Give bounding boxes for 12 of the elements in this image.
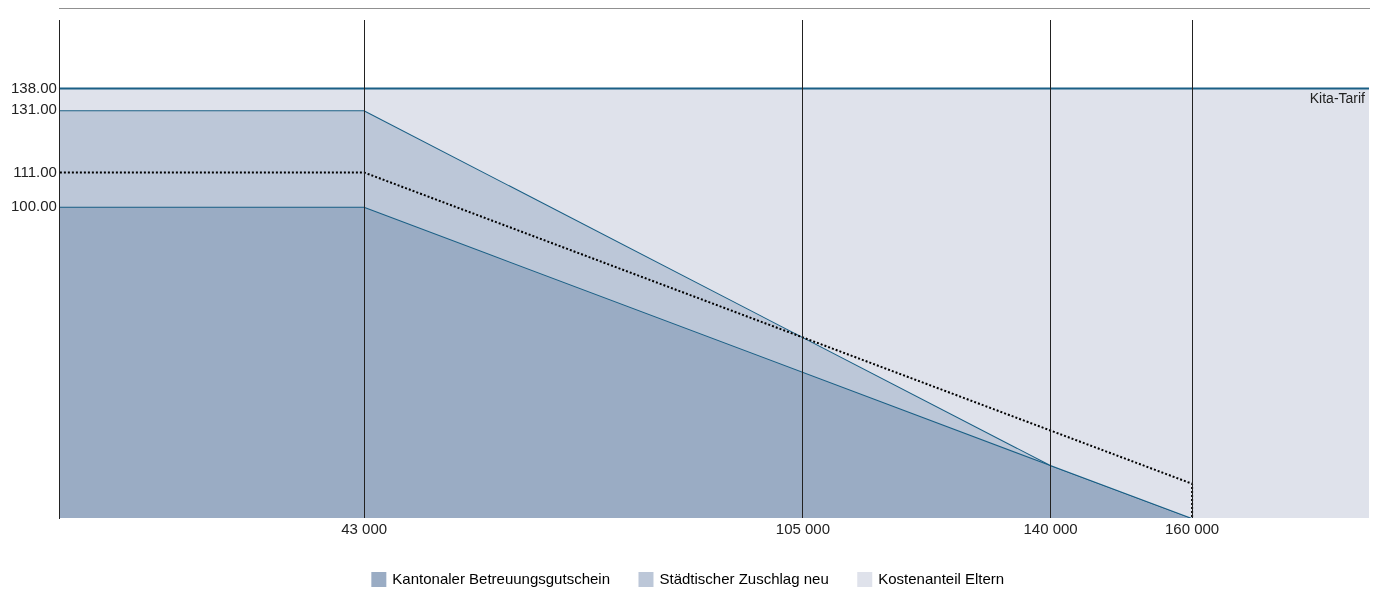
x-tick-label: 160 000 [1164, 520, 1220, 538]
x-tick-label: 140 000 [1023, 520, 1078, 538]
y-tick-label: 100.00 [10, 196, 57, 214]
legend-label: Städtischer Zuschlag neu [659, 569, 829, 587]
legend-label: Kostenanteil Eltern [878, 569, 1005, 587]
x-tick-label: 105 000 [775, 520, 831, 538]
y-tick-label: 138.00 [10, 78, 57, 96]
y-tick-label: 111.00 [13, 162, 57, 180]
x-tick-label: 43 000 [341, 520, 388, 538]
annotation: Kita-Tarif [1309, 90, 1366, 107]
y-tick-label: 131.00 [10, 100, 57, 118]
legend-label: Kantonaler Betreuungsgutschein [392, 569, 610, 587]
